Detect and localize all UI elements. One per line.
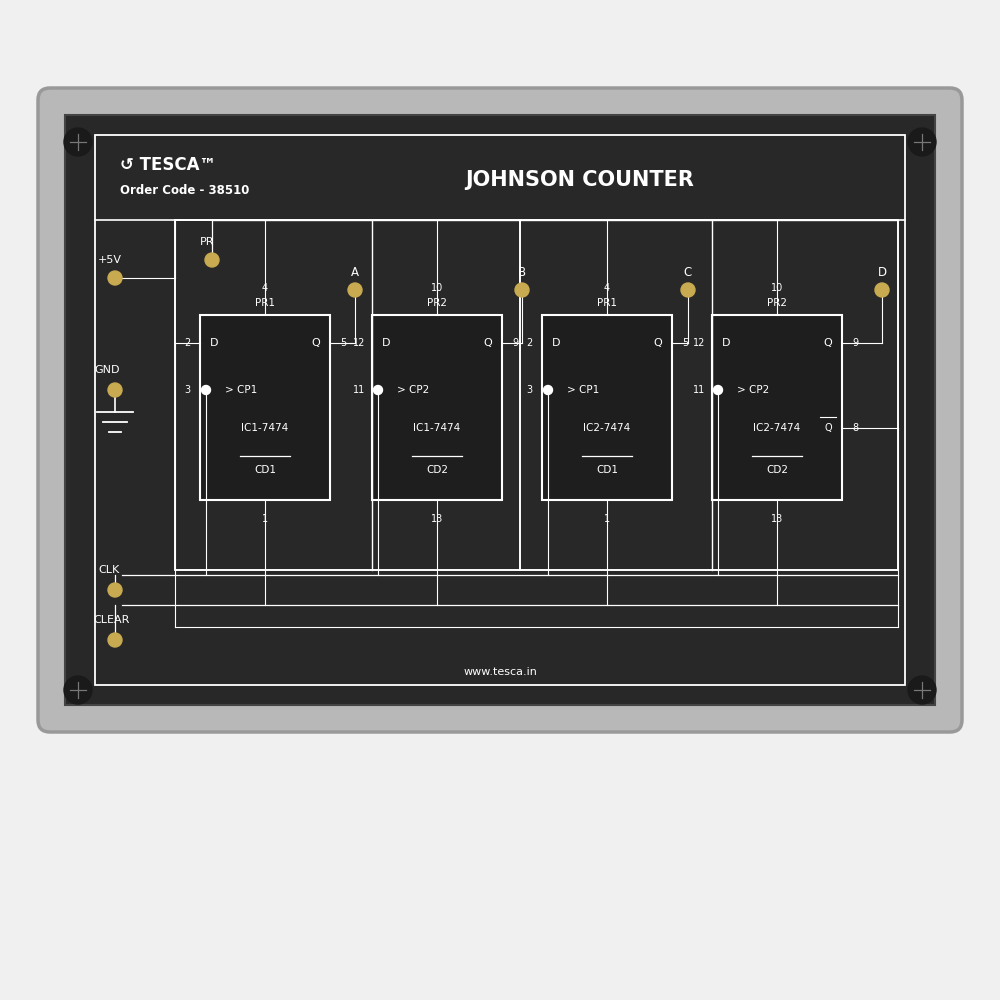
Circle shape (908, 128, 936, 156)
Circle shape (108, 271, 122, 285)
Text: PR: PR (200, 237, 214, 247)
Text: 12: 12 (693, 338, 705, 348)
Circle shape (64, 128, 92, 156)
Circle shape (202, 385, 210, 394)
Text: 9: 9 (852, 338, 858, 348)
Text: 3: 3 (184, 385, 190, 395)
Text: www.tesca.in: www.tesca.in (463, 667, 537, 677)
Text: Q: Q (484, 338, 492, 348)
Text: A: A (351, 265, 359, 278)
Text: PR1: PR1 (255, 298, 275, 308)
Text: JOHNSON COUNTER: JOHNSON COUNTER (466, 170, 694, 190)
Circle shape (108, 383, 122, 397)
Text: CD1: CD1 (254, 465, 276, 475)
FancyBboxPatch shape (38, 88, 962, 732)
Circle shape (875, 283, 889, 297)
Text: IC1-7474: IC1-7474 (413, 423, 461, 433)
Text: 2: 2 (184, 338, 190, 348)
Bar (175, 220, 520, 570)
Text: CD1: CD1 (596, 465, 618, 475)
Text: Order Code - 38510: Order Code - 38510 (120, 184, 249, 196)
Text: 1: 1 (262, 514, 268, 524)
Bar (175, 220, 898, 570)
Text: CLK: CLK (98, 565, 119, 575)
Circle shape (64, 676, 92, 704)
Text: +5V: +5V (98, 255, 122, 265)
Text: PR1: PR1 (597, 298, 617, 308)
Text: 12: 12 (353, 338, 365, 348)
Circle shape (108, 583, 122, 597)
Text: 5: 5 (682, 338, 688, 348)
Text: CD2: CD2 (766, 465, 788, 475)
Circle shape (374, 385, 382, 394)
Text: 2: 2 (526, 338, 532, 348)
Text: D: D (210, 338, 218, 348)
Text: 10: 10 (431, 283, 443, 293)
Text: GND: GND (94, 365, 120, 375)
Bar (520, 220, 898, 570)
Text: D: D (722, 338, 730, 348)
Text: B: B (518, 265, 526, 278)
Text: D: D (552, 338, 560, 348)
Circle shape (348, 283, 362, 297)
Text: D: D (382, 338, 390, 348)
Text: 8: 8 (852, 423, 858, 433)
Circle shape (515, 283, 529, 297)
Text: IC1-7474: IC1-7474 (241, 423, 289, 433)
Bar (712, 315, 842, 500)
Text: 1: 1 (604, 514, 610, 524)
Text: IC2-7474: IC2-7474 (583, 423, 631, 433)
Text: PR2: PR2 (427, 298, 447, 308)
Bar (200, 315, 330, 500)
Text: D: D (877, 265, 887, 278)
Text: CLEAR: CLEAR (93, 615, 129, 625)
Text: 13: 13 (431, 514, 443, 524)
Text: Q: Q (312, 338, 320, 348)
Bar (65, 115, 935, 705)
Circle shape (681, 283, 695, 297)
Circle shape (108, 633, 122, 647)
Text: > CP1: > CP1 (567, 385, 599, 395)
Text: Q: Q (654, 338, 662, 348)
Text: > CP2: > CP2 (397, 385, 429, 395)
Text: IC2-7474: IC2-7474 (753, 423, 801, 433)
Text: 13: 13 (771, 514, 783, 524)
Text: CD2: CD2 (426, 465, 448, 475)
Bar (372, 315, 502, 500)
Text: 4: 4 (604, 283, 610, 293)
Text: 5: 5 (340, 338, 346, 348)
Text: 4: 4 (262, 283, 268, 293)
Text: > CP1: > CP1 (225, 385, 257, 395)
Text: 9: 9 (512, 338, 518, 348)
Text: 11: 11 (693, 385, 705, 395)
Text: C: C (684, 265, 692, 278)
Circle shape (908, 676, 936, 704)
Text: 10: 10 (771, 283, 783, 293)
Circle shape (544, 385, 552, 394)
Circle shape (205, 253, 219, 267)
Text: 3: 3 (526, 385, 532, 395)
Text: > CP2: > CP2 (737, 385, 769, 395)
Text: ↺ TESCA™: ↺ TESCA™ (120, 156, 216, 174)
Bar (95, 135, 905, 685)
Text: Q: Q (824, 423, 832, 433)
Text: PR2: PR2 (767, 298, 787, 308)
Bar (542, 315, 672, 500)
Circle shape (714, 385, 722, 394)
Text: 11: 11 (353, 385, 365, 395)
Text: Q: Q (824, 338, 832, 348)
